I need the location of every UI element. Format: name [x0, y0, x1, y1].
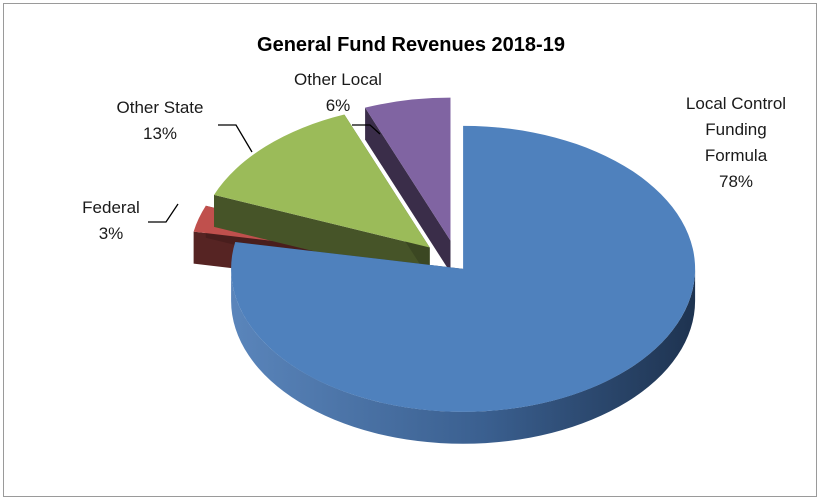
- slice-labels: Local Control Funding Formula 78% Federal 3% O…: [82, 70, 786, 243]
- leader-line-1: [148, 203, 179, 223]
- pie-slice-0: [231, 125, 696, 444]
- pie-slice-3: [365, 97, 451, 273]
- slice-name-3-0: Other Local: [294, 70, 382, 89]
- slice-name-2-0: Other State: [117, 98, 204, 117]
- slice-label-1: Federal 3%: [82, 198, 140, 243]
- chart-title: General Fund Revenues 2018-19: [257, 34, 565, 56]
- leader-line-2: [218, 124, 253, 153]
- slice-name-0-2: Formula: [705, 146, 768, 165]
- slice-percent-0: 78%: [719, 172, 753, 191]
- slice-label-2: Other State 13%: [117, 98, 204, 143]
- slice-name-1-0: Federal: [82, 198, 140, 217]
- slice-percent-2: 13%: [143, 124, 177, 143]
- pie-slice-2: [214, 114, 430, 280]
- slice-side-0-0: [231, 268, 696, 444]
- slice-top-0: [231, 125, 696, 412]
- slice-name-0-1: Funding: [705, 120, 766, 139]
- slice-percent-3: 6%: [326, 96, 351, 115]
- slice-percent-1: 3%: [99, 224, 124, 243]
- slice-top-3: [365, 97, 451, 241]
- pie-slices: [193, 97, 696, 444]
- slice-wall-3-0: [365, 107, 451, 273]
- slice-label-0: Local Control Funding Formula 78%: [686, 94, 786, 191]
- slice-name-0-0: Local Control: [686, 94, 786, 113]
- slice-top-2: [214, 114, 430, 248]
- slice-wall-2-0: [214, 194, 430, 280]
- leader-line-3: [352, 124, 381, 135]
- leader-lines: [148, 124, 381, 223]
- slice-label-3: Other Local 6%: [294, 70, 382, 115]
